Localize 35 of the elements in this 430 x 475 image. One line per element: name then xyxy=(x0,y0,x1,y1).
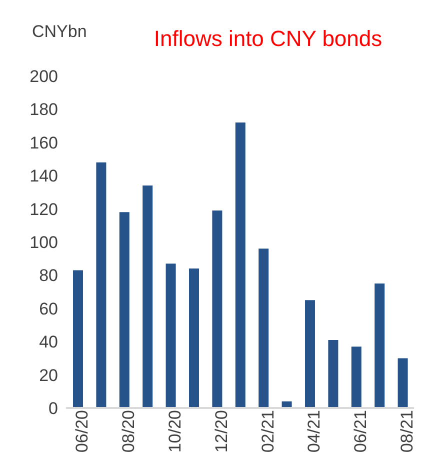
x-tick-label: 02/21 xyxy=(258,410,278,453)
x-tick-label: 06/20 xyxy=(72,410,92,453)
x-tick-label: 10/20 xyxy=(165,410,184,453)
chart-title: Inflows into CNY bonds xyxy=(152,26,384,52)
x-tick-label: 12/20 xyxy=(212,410,231,453)
y-tick-label: 160 xyxy=(30,133,58,152)
y-tick-label: 40 xyxy=(39,332,58,352)
x-tick-label: 04/21 xyxy=(304,410,324,453)
y-tick-label: 180 xyxy=(30,100,58,120)
bar xyxy=(351,346,362,408)
bar xyxy=(398,358,408,408)
bar xyxy=(212,210,222,408)
y-tick-label: 80 xyxy=(39,266,58,286)
bar xyxy=(73,270,83,408)
bar xyxy=(166,264,176,408)
bar xyxy=(119,212,130,408)
bar xyxy=(374,284,385,408)
y-tick-label: 140 xyxy=(30,166,58,186)
bar xyxy=(235,122,246,408)
bar xyxy=(96,162,106,408)
bar xyxy=(305,300,315,408)
y-tick-label: 200 xyxy=(30,67,58,86)
y-tick-label: 120 xyxy=(30,200,58,219)
x-tick-label: 08/21 xyxy=(397,410,416,453)
y-axis-title: CNYbn xyxy=(32,22,87,42)
bar xyxy=(142,186,153,408)
y-tick-label: 0 xyxy=(48,399,58,418)
x-tick-label: 06/21 xyxy=(351,410,370,453)
bar xyxy=(258,248,269,408)
y-tick-label: 20 xyxy=(39,366,58,385)
bar xyxy=(328,340,338,408)
bar xyxy=(189,268,199,408)
x-tick-label: 08/20 xyxy=(119,410,138,453)
y-tick-label: 100 xyxy=(30,233,58,252)
y-tick-label: 60 xyxy=(39,299,58,318)
